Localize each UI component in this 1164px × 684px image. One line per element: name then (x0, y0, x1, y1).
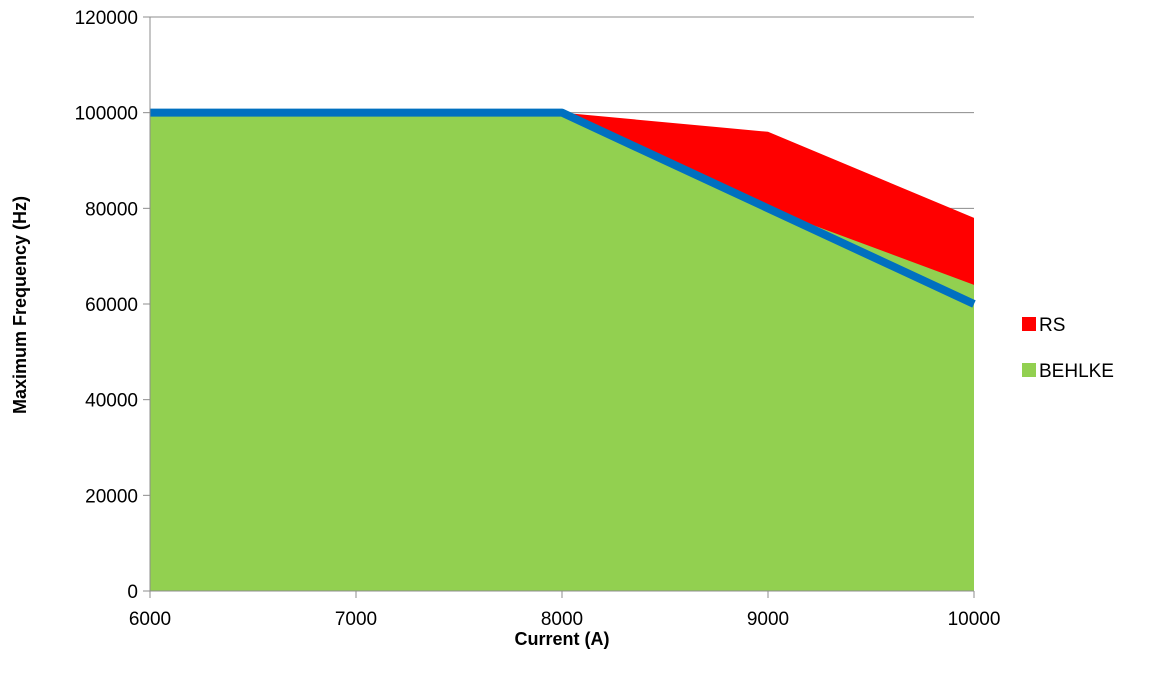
x-axis-title: Current (A) (515, 629, 610, 649)
y-axis-title: Maximum Frequency (Hz) (10, 196, 30, 414)
y-tick-labels: 0 20000 40000 60000 80000 100000 120000 (75, 8, 138, 603)
area-series (150, 112, 974, 592)
area-behlke (150, 112, 974, 592)
x-tick-labels: 6000 7000 8000 9000 10000 (129, 609, 1001, 630)
legend-swatch-rs (1022, 317, 1036, 331)
y-tick-label: 40000 (85, 391, 138, 412)
series-line (150, 108, 976, 308)
y-tick-label: 100000 (75, 104, 138, 125)
axes (149, 17, 975, 598)
y-tick-label: 60000 (85, 295, 138, 316)
x-tick-label: 9000 (747, 609, 789, 630)
x-tick-label: 6000 (129, 609, 171, 630)
legend-label-rs: RS (1039, 315, 1065, 336)
legend: RS BEHLKE (1022, 315, 1114, 382)
y-tick-label: 20000 (85, 486, 138, 507)
y-tick-label: 120000 (75, 8, 138, 29)
y-tick-label: 80000 (85, 199, 138, 220)
x-tick-label: 10000 (948, 609, 1001, 630)
legend-label-behlke: BEHLKE (1039, 361, 1114, 382)
x-tick-label: 8000 (541, 609, 583, 630)
y-tick-label: 0 (127, 582, 138, 603)
x-tick-label: 7000 (335, 609, 377, 630)
line-series (150, 108, 976, 308)
legend-swatch-behlke (1022, 363, 1036, 377)
